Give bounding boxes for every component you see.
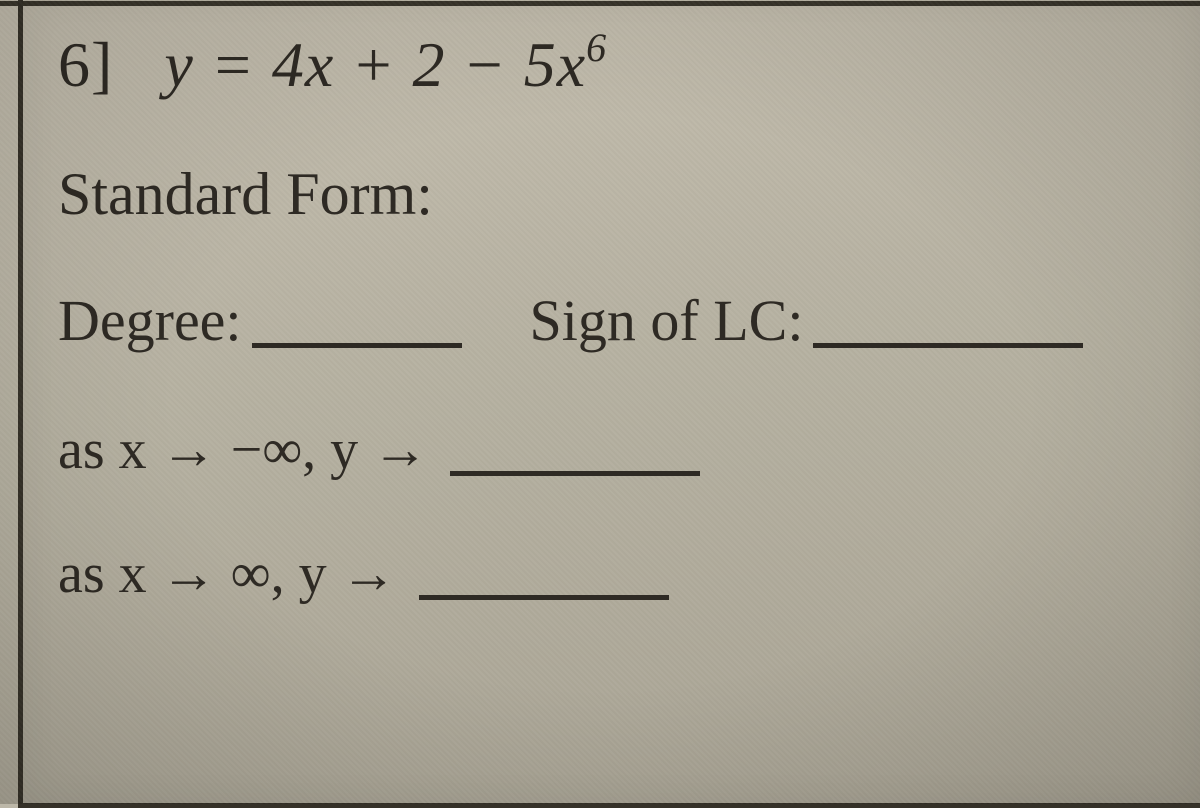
limit-neg-text: as x → −∞, y → — [58, 419, 428, 481]
equation-text: y = 4x + 2 − 5x6 — [164, 29, 607, 100]
sign-lc-blank[interactable] — [813, 338, 1083, 348]
problem-equation: 6] y = 4x + 2 − 5x6 — [58, 28, 1180, 102]
limit-pos-text: as x → ∞, y → — [58, 543, 397, 605]
problem-number: 6] — [58, 29, 113, 100]
limit-pos-blank[interactable] — [419, 590, 669, 600]
limit-neg-infinity: as x → −∞, y → — [58, 418, 1180, 482]
limit-pos-infinity: as x → ∞, y → — [58, 542, 1180, 606]
degree-signlc-row: Degree: Sign of LC: — [58, 287, 1180, 354]
worksheet-paper: 6] y = 4x + 2 − 5x6 Standard Form: Degre… — [0, 0, 1200, 804]
cell-content: 6] y = 4x + 2 − 5x6 Standard Form: Degre… — [58, 28, 1180, 784]
limit-neg-blank[interactable] — [450, 466, 700, 476]
degree-label: Degree: — [58, 287, 242, 354]
degree-blank[interactable] — [252, 338, 462, 348]
standard-form-label: Standard Form: — [58, 160, 1180, 229]
exponent: 6 — [586, 25, 607, 70]
sign-lc-label: Sign of LC: — [530, 287, 804, 354]
